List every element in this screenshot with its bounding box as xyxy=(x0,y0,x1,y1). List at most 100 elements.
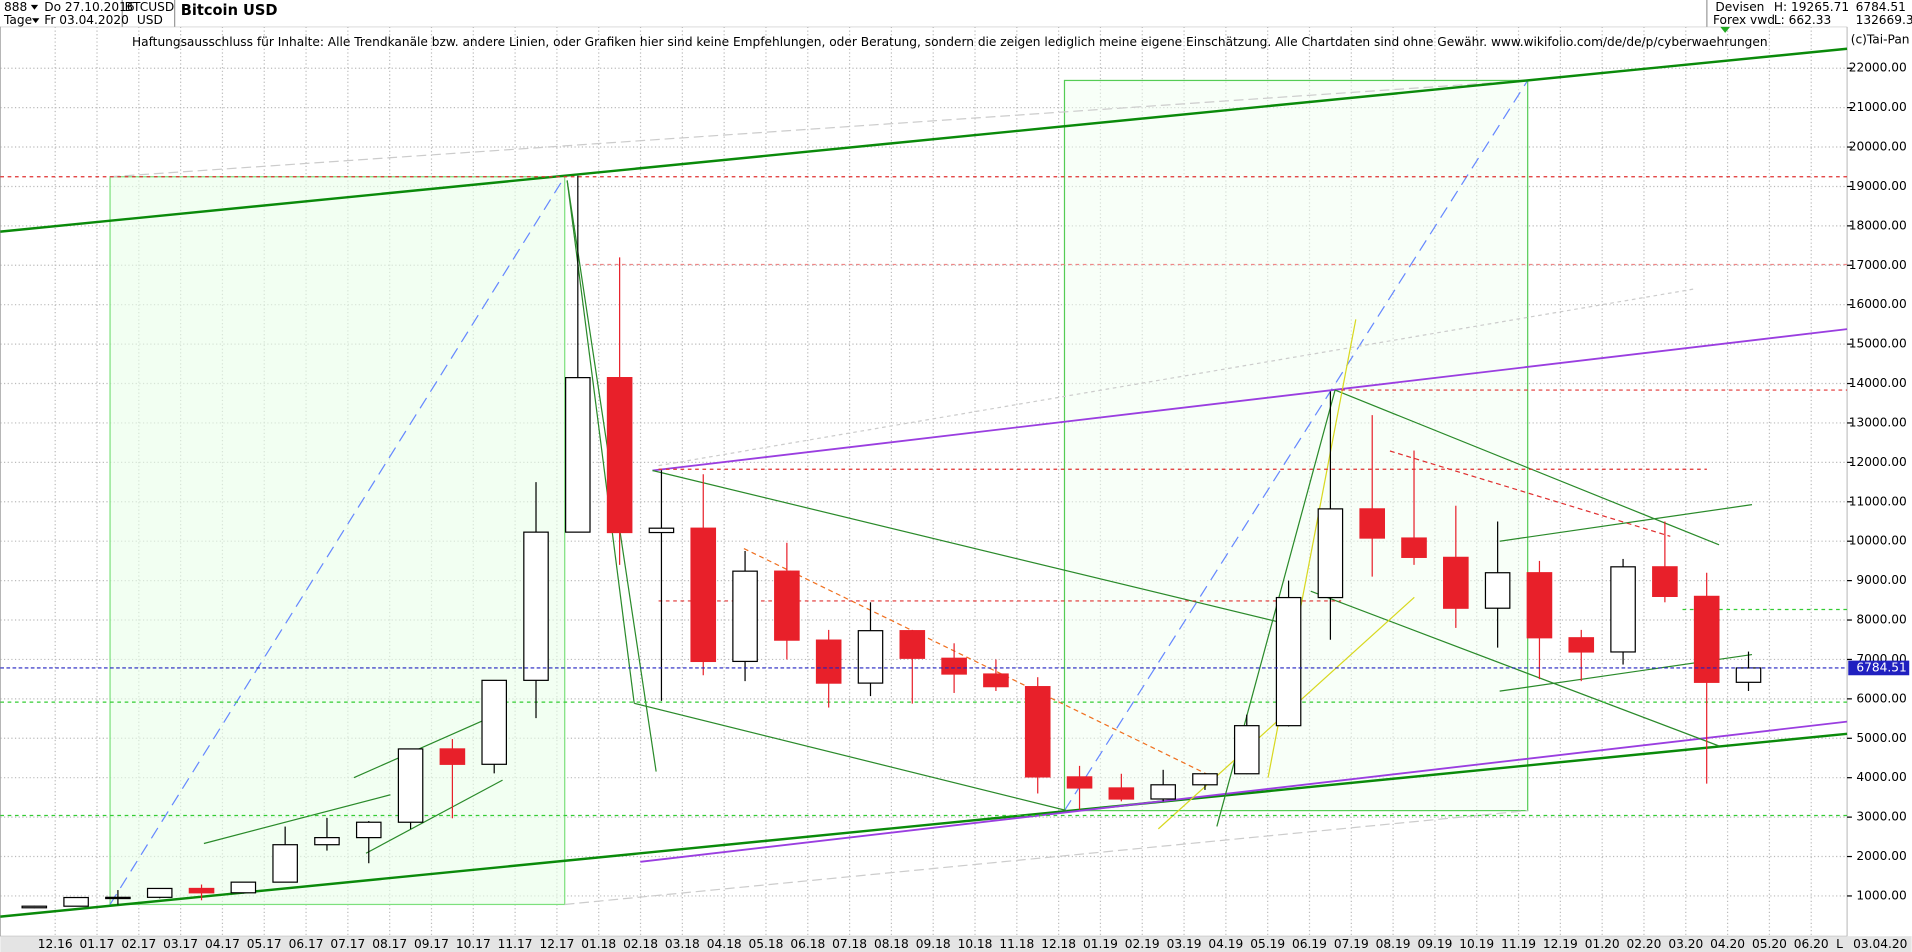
candle-body xyxy=(188,887,215,894)
x-tick-label: 08.17 xyxy=(372,937,407,951)
x-tick-label: 10.19 xyxy=(1459,937,1494,951)
y-tick-label: 14000.00 xyxy=(1849,376,1907,390)
y-tick-label: 8000.00 xyxy=(1856,613,1906,627)
volume: 132669.3 xyxy=(1856,13,1912,27)
x-tick-label: 06.19 xyxy=(1292,937,1327,951)
marker xyxy=(1720,26,1731,33)
candle-body xyxy=(1401,537,1427,558)
x-tick-label: 04.20 xyxy=(1710,937,1745,951)
y-tick-label: 1000.00 xyxy=(1856,888,1906,902)
trend-line xyxy=(110,79,1528,178)
x-tick-label: 04.18 xyxy=(707,937,742,951)
trend-line xyxy=(353,712,501,779)
candle-body xyxy=(21,905,48,909)
candle-body xyxy=(941,657,967,675)
x-tick-label: 01.20 xyxy=(1585,937,1620,951)
y-tick-label: 2000.00 xyxy=(1856,849,1906,863)
start-date: Do 27.10.2016 xyxy=(44,0,134,14)
y-tick-label: 16000.00 xyxy=(1849,297,1907,311)
x-tick-label: 06.18 xyxy=(790,937,825,951)
y-tick-label: 15000.00 xyxy=(1849,337,1907,351)
x-tick-label: 09.17 xyxy=(414,937,449,951)
axes: L 03.04.20 1000.00 2000.00 3000.00 4000.00 5… xyxy=(0,61,1912,952)
candle-body xyxy=(146,887,173,898)
candle-body xyxy=(1735,667,1762,683)
y-tick-label: 18000.00 xyxy=(1849,218,1907,232)
candle-body xyxy=(815,639,842,684)
x-tick-label: 05.18 xyxy=(749,937,784,951)
candle-body xyxy=(63,896,89,907)
trend-line xyxy=(1310,590,1720,747)
x-tick-label: 05.17 xyxy=(247,937,282,951)
trend-line xyxy=(743,547,1220,781)
chart-id[interactable]: 888 xyxy=(4,0,27,14)
header: 888 Do 27.10.2016 Tage Fr 03.04.2020 BTC… xyxy=(0,0,1912,49)
y-tick-label: 6000.00 xyxy=(1856,691,1906,705)
y-tick-label: 19000.00 xyxy=(1849,179,1907,193)
trend-line xyxy=(652,328,1848,472)
candle-body xyxy=(1233,725,1260,775)
candle-body xyxy=(439,748,466,765)
y-tick-label: 20000.00 xyxy=(1849,140,1907,154)
candle-body xyxy=(230,881,257,894)
dropdown-arrow[interactable] xyxy=(32,18,40,24)
x-tick-label: 12.19 xyxy=(1543,937,1578,951)
candle-body xyxy=(105,896,131,900)
y-tick-label: 17000.00 xyxy=(1849,258,1907,272)
trend-line xyxy=(365,779,503,854)
last-price-box xyxy=(1848,660,1910,676)
last: 6784.51 xyxy=(1856,0,1906,14)
chart-title: Bitcoin USD xyxy=(181,2,278,19)
x-tick-label: 03.19 xyxy=(1167,937,1202,951)
x-tick-label: 03.17 xyxy=(163,937,198,951)
x-tick-label: 03.18 xyxy=(665,937,700,951)
y-tick-label: 3000.00 xyxy=(1856,810,1906,824)
x-tick-label: 02.19 xyxy=(1125,937,1160,951)
candle-body xyxy=(1526,572,1553,639)
trend-line xyxy=(652,469,1293,626)
x-tick-label: 08.18 xyxy=(874,937,909,951)
candles xyxy=(0,175,1848,909)
x-tick-label: 09.18 xyxy=(916,937,951,951)
y-tick-label: 21000.00 xyxy=(1849,100,1907,114)
candle-body xyxy=(857,630,884,684)
x-tick-label: 01.18 xyxy=(581,937,616,951)
trend-line xyxy=(0,47,1848,233)
market: Devisen xyxy=(1715,0,1764,14)
candle-body xyxy=(1275,596,1302,727)
x-tick-label: 02.20 xyxy=(1627,937,1662,951)
candle-body xyxy=(690,527,717,663)
x-tick-label: 01.17 xyxy=(80,937,115,951)
candle-body xyxy=(774,570,800,641)
dropdown-arrow[interactable] xyxy=(30,4,39,10)
trend-line xyxy=(109,176,566,905)
candle-body xyxy=(1192,773,1218,786)
trend-line xyxy=(640,720,1848,863)
axis-end-date: 03.04.20 xyxy=(1853,937,1907,951)
x-tick-label: 01.19 xyxy=(1083,937,1118,951)
x-tick-label: 07.19 xyxy=(1334,937,1369,951)
x-tick-label: 10.17 xyxy=(456,937,491,951)
last-price-label: 6784.51 xyxy=(1856,660,1906,674)
trend-line xyxy=(564,809,1528,906)
y-tick-label: 4000.00 xyxy=(1856,770,1906,784)
trend-line xyxy=(0,732,1848,918)
candle-body xyxy=(1024,686,1051,778)
x-tick-label: 11.18 xyxy=(999,937,1034,951)
y-tick-label: 9000.00 xyxy=(1856,573,1906,587)
currency: USD xyxy=(137,13,163,27)
trend-line xyxy=(1389,450,1671,537)
y-tick-label: 11000.00 xyxy=(1849,494,1907,508)
x-tick-label: 04.19 xyxy=(1208,937,1243,951)
trend-line xyxy=(1063,80,1529,811)
x-tick-label: 11.17 xyxy=(498,937,533,951)
y-tick-label: 10000.00 xyxy=(1849,534,1907,548)
candle-body xyxy=(648,527,675,534)
x-tick-label: 02.17 xyxy=(121,937,156,951)
candle-body xyxy=(1443,556,1469,609)
x-tick-label: 05.19 xyxy=(1250,937,1285,951)
period[interactable]: Tage xyxy=(3,13,32,27)
x-tick-label: 12.18 xyxy=(1041,937,1076,951)
